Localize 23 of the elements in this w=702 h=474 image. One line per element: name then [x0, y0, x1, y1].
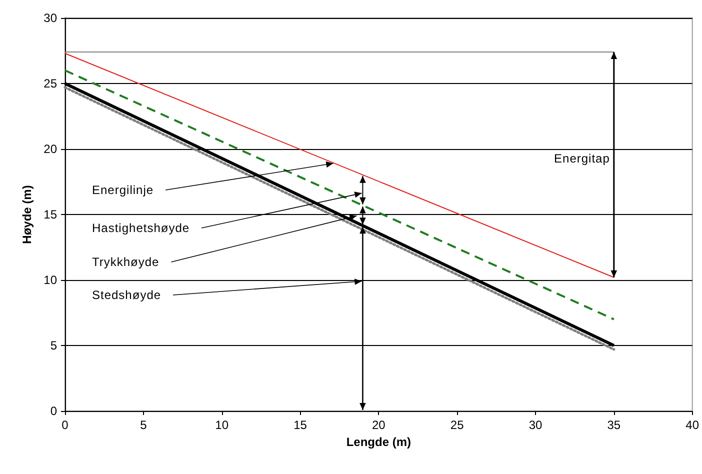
y-tick-label: 15: [44, 208, 58, 222]
x-tick-label: 25: [450, 418, 464, 432]
x-tick-label: 40: [686, 418, 700, 432]
annotation: Stedshøyde: [92, 288, 162, 302]
annotation: Hastighetshøyde: [92, 221, 190, 235]
x-axis-title: Lengde (m): [346, 434, 411, 449]
y-axis-title: Høyde (m): [20, 185, 34, 244]
x-tick-label: 0: [62, 418, 69, 432]
annotation: Energilinje: [92, 183, 154, 197]
y-tick-label: 30: [44, 11, 58, 25]
y-tick-label: 0: [50, 404, 58, 418]
y-tick-label: 10: [44, 273, 58, 287]
x-tick-label: 20: [372, 418, 386, 432]
x-tick-label: 35: [607, 418, 621, 432]
x-tick-label: 30: [528, 418, 542, 432]
x-tick-label: 15: [294, 418, 308, 432]
y-tick-label: 20: [44, 142, 58, 156]
x-tick-label: 5: [140, 418, 148, 432]
y-tick-label: 25: [44, 76, 58, 90]
annotation: Trykkhøyde: [92, 255, 160, 269]
x-tick-label: 10: [215, 418, 229, 432]
y-tick-label: 5: [50, 338, 58, 352]
annotation: Energitap: [554, 152, 610, 166]
